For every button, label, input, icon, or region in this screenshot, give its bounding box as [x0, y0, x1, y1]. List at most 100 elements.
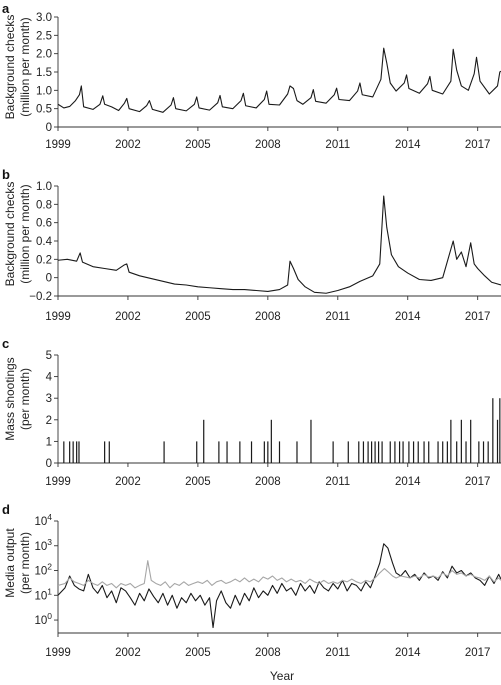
- y-tick-exponent: 3: [47, 537, 52, 547]
- y-tick-label: 2: [46, 415, 52, 427]
- bar: [377, 441, 380, 463]
- y-tick-label: 103: [34, 537, 52, 553]
- panel-letter-c: c: [2, 336, 9, 351]
- x-tick-label: 2002: [115, 311, 141, 323]
- y-tick-label: 1: [46, 436, 52, 448]
- y-tick-label: 0.5: [36, 104, 52, 116]
- bar: [389, 441, 391, 463]
- bar: [78, 441, 80, 463]
- y-tick-label: 2.0: [36, 49, 52, 61]
- panel-d: d Media output (per month) 1001011021031…: [2, 502, 501, 659]
- bar: [402, 441, 404, 463]
- bar: [492, 398, 494, 463]
- bar: [69, 441, 71, 463]
- y-tick-label: 0: [46, 122, 52, 134]
- bar: [104, 441, 106, 463]
- bar: [278, 441, 281, 463]
- panel-c-y-axis: 0 1 2 3 4 5: [46, 350, 59, 470]
- panel-letter-a: a: [2, 1, 10, 16]
- y-tick-label: 102: [34, 562, 52, 578]
- panel-a-ylabel-line-1: Background checks: [3, 15, 17, 120]
- series-line-1: [57, 543, 501, 629]
- y-tick-label: 0: [46, 273, 52, 285]
- panel-d-ylabel-line-1: Media output: [3, 528, 17, 598]
- bar: [423, 441, 425, 463]
- y-tick-label: 0.8: [36, 199, 52, 211]
- x-tick-label: 2014: [395, 139, 421, 151]
- panel-c-ylabel-line-2: (per month): [18, 368, 32, 430]
- bar: [347, 441, 349, 463]
- bar: [417, 441, 419, 463]
- x-tick-label: 2011: [325, 139, 350, 151]
- bar: [496, 419, 499, 463]
- panel-b-x-axis: 1999 2002 2005 2008 2011 2014 2017: [45, 295, 501, 323]
- bar: [250, 441, 253, 463]
- bar: [428, 441, 430, 463]
- bar: [478, 441, 480, 463]
- panel-a-y-axis: 0 0.5 1.0 1.5 2.0 2.5 3.0: [36, 12, 59, 134]
- x-tick-label: 2017: [465, 311, 491, 323]
- panel-letter-d: d: [2, 502, 10, 517]
- bar: [446, 441, 448, 463]
- bar: [72, 441, 74, 463]
- x-tick-label: 2005: [185, 476, 211, 488]
- panel-a-ylabel-line-2: (million per month): [18, 17, 32, 116]
- bar: [370, 441, 373, 463]
- panel-c-plot: [63, 398, 501, 463]
- y-tick-exponent: 4: [47, 512, 52, 522]
- panel-c: c Mass shootings (per month) 0 1 2 3 4 5 1999…: [2, 336, 501, 488]
- panel-a-x-axis: 1999 2002 2005 2008 2011 2014 2017: [45, 126, 501, 151]
- series-line-1: [57, 47, 501, 113]
- bar: [63, 441, 65, 463]
- bar: [239, 441, 241, 463]
- bar: [465, 441, 467, 463]
- bar: [442, 441, 444, 463]
- y-tick-label: 3.0: [36, 12, 52, 24]
- x-tick-label: 2011: [325, 311, 350, 323]
- x-tick-label: 1999: [45, 647, 71, 659]
- panel-b-plot: [57, 195, 501, 294]
- bar: [367, 441, 369, 463]
- panel-b-ylabel-line-1: Background checks: [3, 182, 17, 287]
- x-tick-label: 2008: [255, 139, 281, 151]
- panel-d-plot: [57, 543, 501, 629]
- x-tick-label: 2011: [325, 476, 350, 488]
- y-tick-label: 5: [46, 350, 52, 362]
- x-tick-label: 2014: [395, 647, 421, 659]
- panel-d-x-axis: 1999 2002 2005 2008 2011 2014 2017: [45, 632, 501, 659]
- y-tick-exponent: 2: [47, 562, 52, 572]
- bar: [218, 441, 220, 463]
- bar: [270, 419, 272, 463]
- bar: [358, 441, 360, 463]
- bar: [76, 441, 78, 463]
- x-tick-label: 2017: [465, 647, 491, 659]
- panel-c-x-axis: 1999 2002 2005 2008 2011 2014 2017: [45, 462, 501, 488]
- panel-d-ylabel-line-2: (per month): [18, 532, 32, 594]
- bar: [398, 441, 401, 463]
- bar: [408, 441, 410, 463]
- figure-xlabel: Year: [270, 669, 294, 683]
- y-tick-exponent: 0: [47, 611, 52, 621]
- x-tick-label: 2002: [115, 647, 141, 659]
- bar: [163, 441, 165, 463]
- y-tick-label: 104: [34, 512, 52, 528]
- x-tick-label: 2008: [255, 311, 281, 323]
- bar: [267, 441, 269, 463]
- bar: [310, 419, 312, 463]
- bar: [381, 441, 383, 463]
- y-tick-label: 0.6: [36, 218, 52, 230]
- bar: [196, 441, 198, 463]
- panel-a-plot: [57, 47, 501, 113]
- y-tick-label: 101: [34, 586, 52, 602]
- x-tick-label: 1999: [45, 311, 71, 323]
- x-tick-label: 2008: [255, 647, 281, 659]
- y-tick-label: −0.2: [29, 291, 52, 303]
- bar: [499, 398, 501, 463]
- bar: [362, 441, 365, 463]
- y-tick-label: 0.4: [36, 236, 53, 248]
- x-tick-label: 1999: [45, 139, 71, 151]
- bar: [226, 441, 228, 463]
- y-tick-label: 1.5: [36, 67, 52, 79]
- y-tick-label: 1.0: [36, 181, 52, 193]
